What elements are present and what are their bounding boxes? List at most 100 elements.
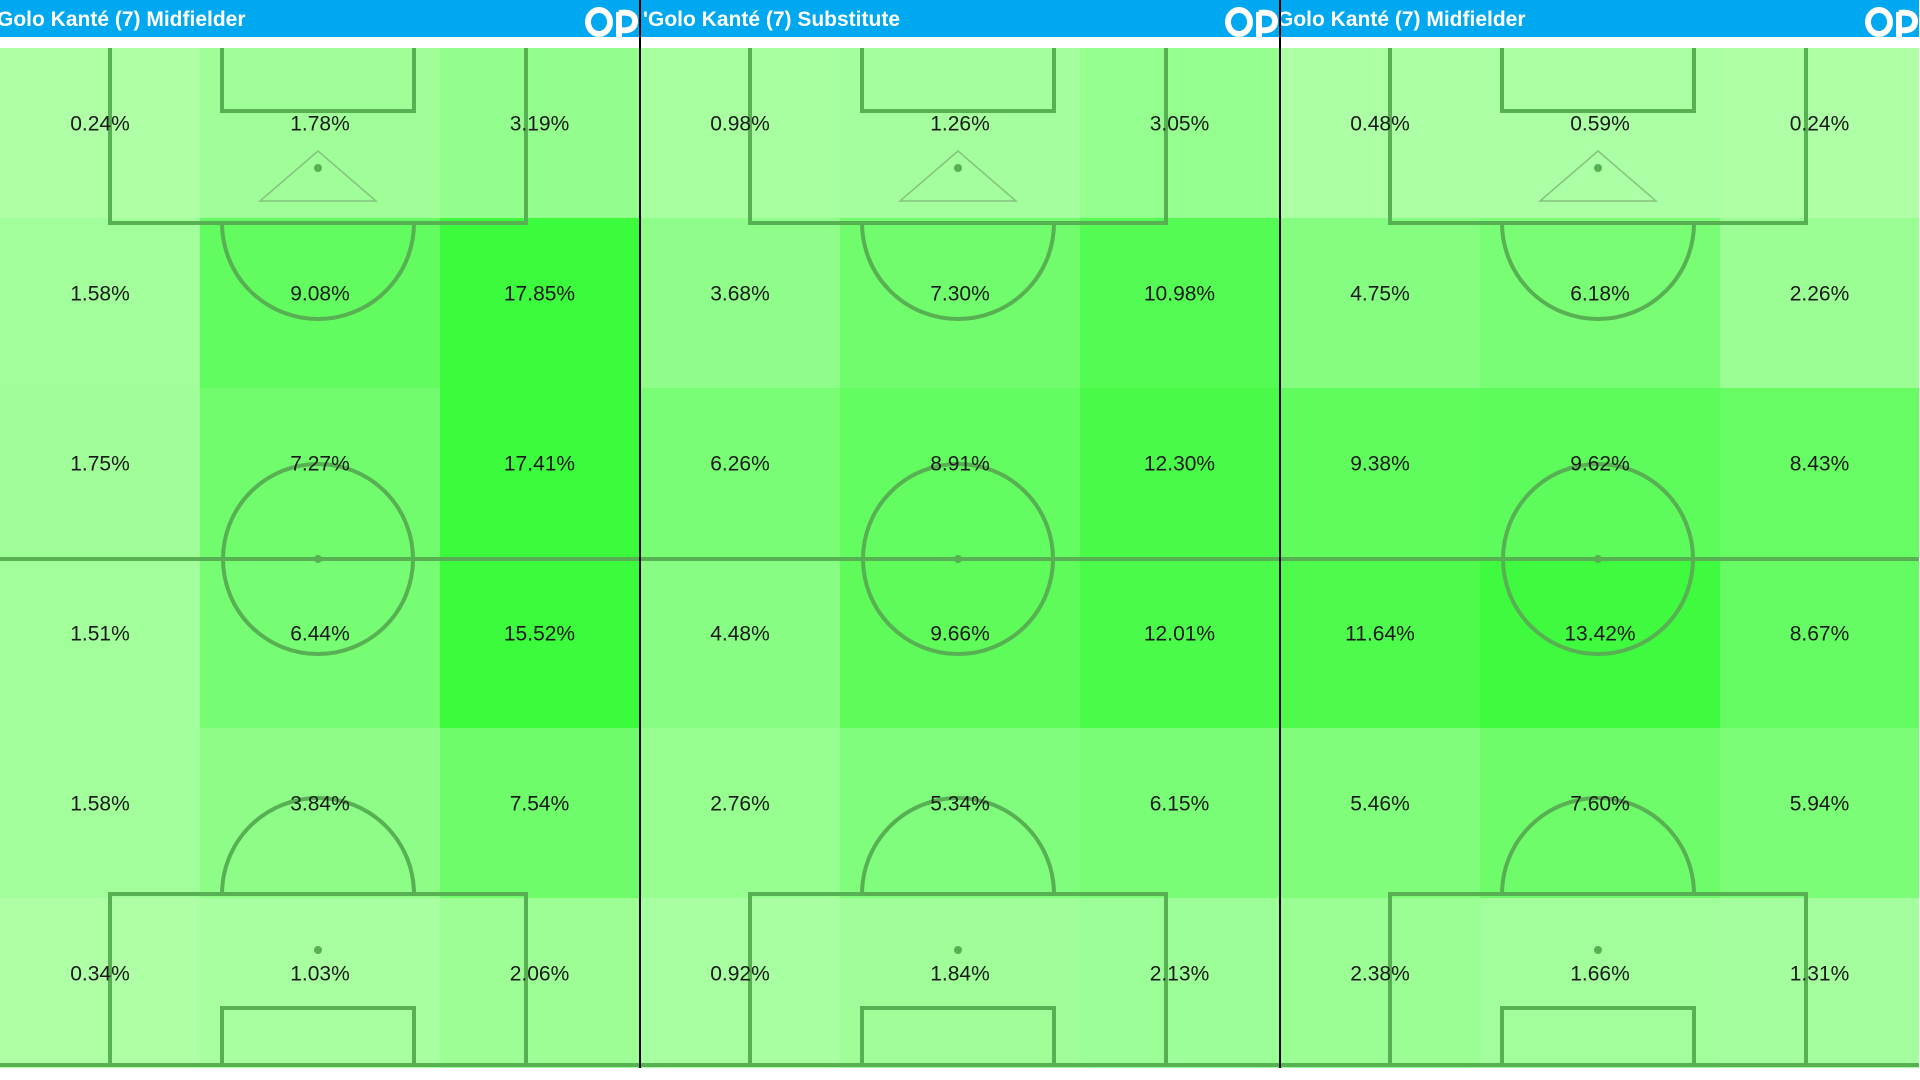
zone-cell [440, 558, 639, 728]
logo-p-bowl [1258, 9, 1279, 34]
zone-percentage: 8.43% [1790, 453, 1850, 476]
zone-percentage: 6.44% [290, 623, 350, 646]
zone-percentage: 1.31% [1790, 963, 1850, 986]
pitch-heatmap: 0.98% 1.26% 3.05% 3.68% 7.30% 10.98% 6.26% 8.91… [640, 48, 1279, 1068]
zone-percentage: 6.15% [1150, 793, 1210, 816]
logo-o-mark [1225, 7, 1253, 37]
bottom-goal-box [860, 1006, 1056, 1065]
zone-cell [1720, 388, 1919, 558]
zone-cell [0, 48, 200, 218]
zone-grid [1280, 48, 1919, 1068]
panel-separator [1279, 0, 1281, 1080]
zone-cell [1720, 48, 1919, 218]
zone-cell [200, 48, 440, 218]
panel-title: 'Golo Kanté (7) Substitute [643, 8, 900, 31]
zone-cell [840, 388, 1080, 558]
zone-grid [640, 48, 1279, 1068]
zone-percentage: 11.64% [1345, 623, 1415, 646]
zone-percentage: 0.48% [1350, 113, 1410, 136]
zone-percentage: 5.94% [1790, 793, 1850, 816]
zone-cell [0, 728, 200, 898]
zone-percentage: 1.58% [70, 793, 130, 816]
logo-p-bowl [618, 9, 639, 34]
zone-percentage: 0.59% [1570, 113, 1630, 136]
zone-cell [440, 218, 639, 388]
pitch-heatmap: 0.48% 0.59% 0.24% 4.75% 6.18% 2.26% 9.38% 9.62%… [1280, 48, 1919, 1068]
panel-separator [639, 0, 641, 1080]
zone-cell [1080, 218, 1279, 388]
zone-cell [1080, 898, 1279, 1068]
center-spot [1594, 555, 1602, 563]
zone-cell [1480, 388, 1720, 558]
pitch-markings [1280, 48, 1919, 1067]
center-spot [954, 555, 962, 563]
zone-percentage: 3.68% [710, 283, 770, 306]
center-spot [314, 555, 322, 563]
zone-cell [840, 558, 1080, 728]
zone-percentage: 4.75% [1350, 283, 1410, 306]
zone-cell [0, 558, 200, 728]
pitch-heatmap: 0.24% 1.78% 3.19% 1.58% 9.08% 17.85% 1.75% 7.27… [0, 48, 639, 1068]
zone-cell [1480, 218, 1720, 388]
zone-percentage: 3.84% [290, 793, 350, 816]
zone-cell [1080, 388, 1279, 558]
zone-percentage: 17.41% [504, 453, 575, 476]
zone-percentage: 6.18% [1570, 283, 1630, 306]
zone-percentage: 2.06% [510, 963, 570, 986]
zone-percentage: 9.62% [1570, 453, 1630, 476]
zone-cell [1720, 218, 1919, 388]
zone-cell [200, 898, 440, 1068]
heatmap-panel: 'Golo Kanté (7) Midfielder 0.48% 0.59% 0.24… [1280, 0, 1919, 1080]
zone-cell [1080, 48, 1279, 218]
top-penalty-box [748, 48, 1168, 225]
zone-percentage: 5.46% [1350, 793, 1410, 816]
pitch-markings [0, 48, 639, 1067]
top-penalty-spot [1594, 164, 1602, 172]
bottom-penalty-arc [1500, 796, 1696, 895]
zone-percentage: 3.05% [1150, 113, 1210, 136]
bottom-penalty-arc [220, 796, 416, 895]
zone-cell [440, 388, 639, 558]
zone-cell [1280, 558, 1480, 728]
zone-cell [640, 48, 840, 218]
top-penalty-spot [954, 164, 962, 172]
zone-percentage: 9.66% [930, 623, 990, 646]
top-penalty-arc [220, 222, 416, 321]
zone-percentage: 13.42% [1564, 623, 1635, 646]
top-penalty-triangle [1537, 150, 1659, 202]
zone-percentage: 2.13% [1150, 963, 1210, 986]
panel-header: 'Golo Kanté (7) Substitute [640, 0, 1279, 42]
zone-cell [1720, 728, 1919, 898]
zone-percentage: 9.38% [1350, 453, 1410, 476]
center-circle [1501, 462, 1695, 656]
zone-percentage: 12.01% [1144, 623, 1215, 646]
zone-percentage: 7.30% [930, 283, 990, 306]
bottom-penalty-box [108, 892, 528, 1065]
top-penalty-triangle [257, 150, 379, 202]
zone-percentage: 4.48% [710, 623, 770, 646]
zone-percentage: 2.76% [710, 793, 770, 816]
zone-cell [840, 728, 1080, 898]
zone-labels: 0.48% 0.59% 0.24% 4.75% 6.18% 2.26% 9.38% 9.62%… [1345, 113, 1849, 986]
zone-labels: 0.24% 1.78% 3.19% 1.58% 9.08% 17.85% 1.75% 7.27… [70, 113, 575, 986]
zone-percentage: 8.91% [930, 453, 990, 476]
zone-cell [1280, 388, 1480, 558]
zone-cell [640, 728, 840, 898]
zone-cell [440, 728, 639, 898]
zone-cell [640, 388, 840, 558]
panel-title: 'Golo Kanté (7) Midfielder [0, 8, 246, 31]
opta-logo-icon [1865, 7, 1919, 42]
zone-percentage: 0.92% [710, 963, 770, 986]
zone-cell [1280, 898, 1480, 1068]
logo-o-mark [585, 7, 613, 37]
zone-cell [1080, 728, 1279, 898]
zone-cell [440, 898, 639, 1068]
bottom-penalty-spot [314, 946, 322, 954]
panel-header: 'Golo Kanté (7) Midfielder [1280, 0, 1919, 42]
zone-percentage: 1.66% [1570, 963, 1630, 986]
zone-percentage: 1.03% [290, 963, 350, 986]
zone-cell [640, 898, 840, 1068]
top-penalty-arc [860, 222, 1056, 321]
zone-cell [1280, 218, 1480, 388]
